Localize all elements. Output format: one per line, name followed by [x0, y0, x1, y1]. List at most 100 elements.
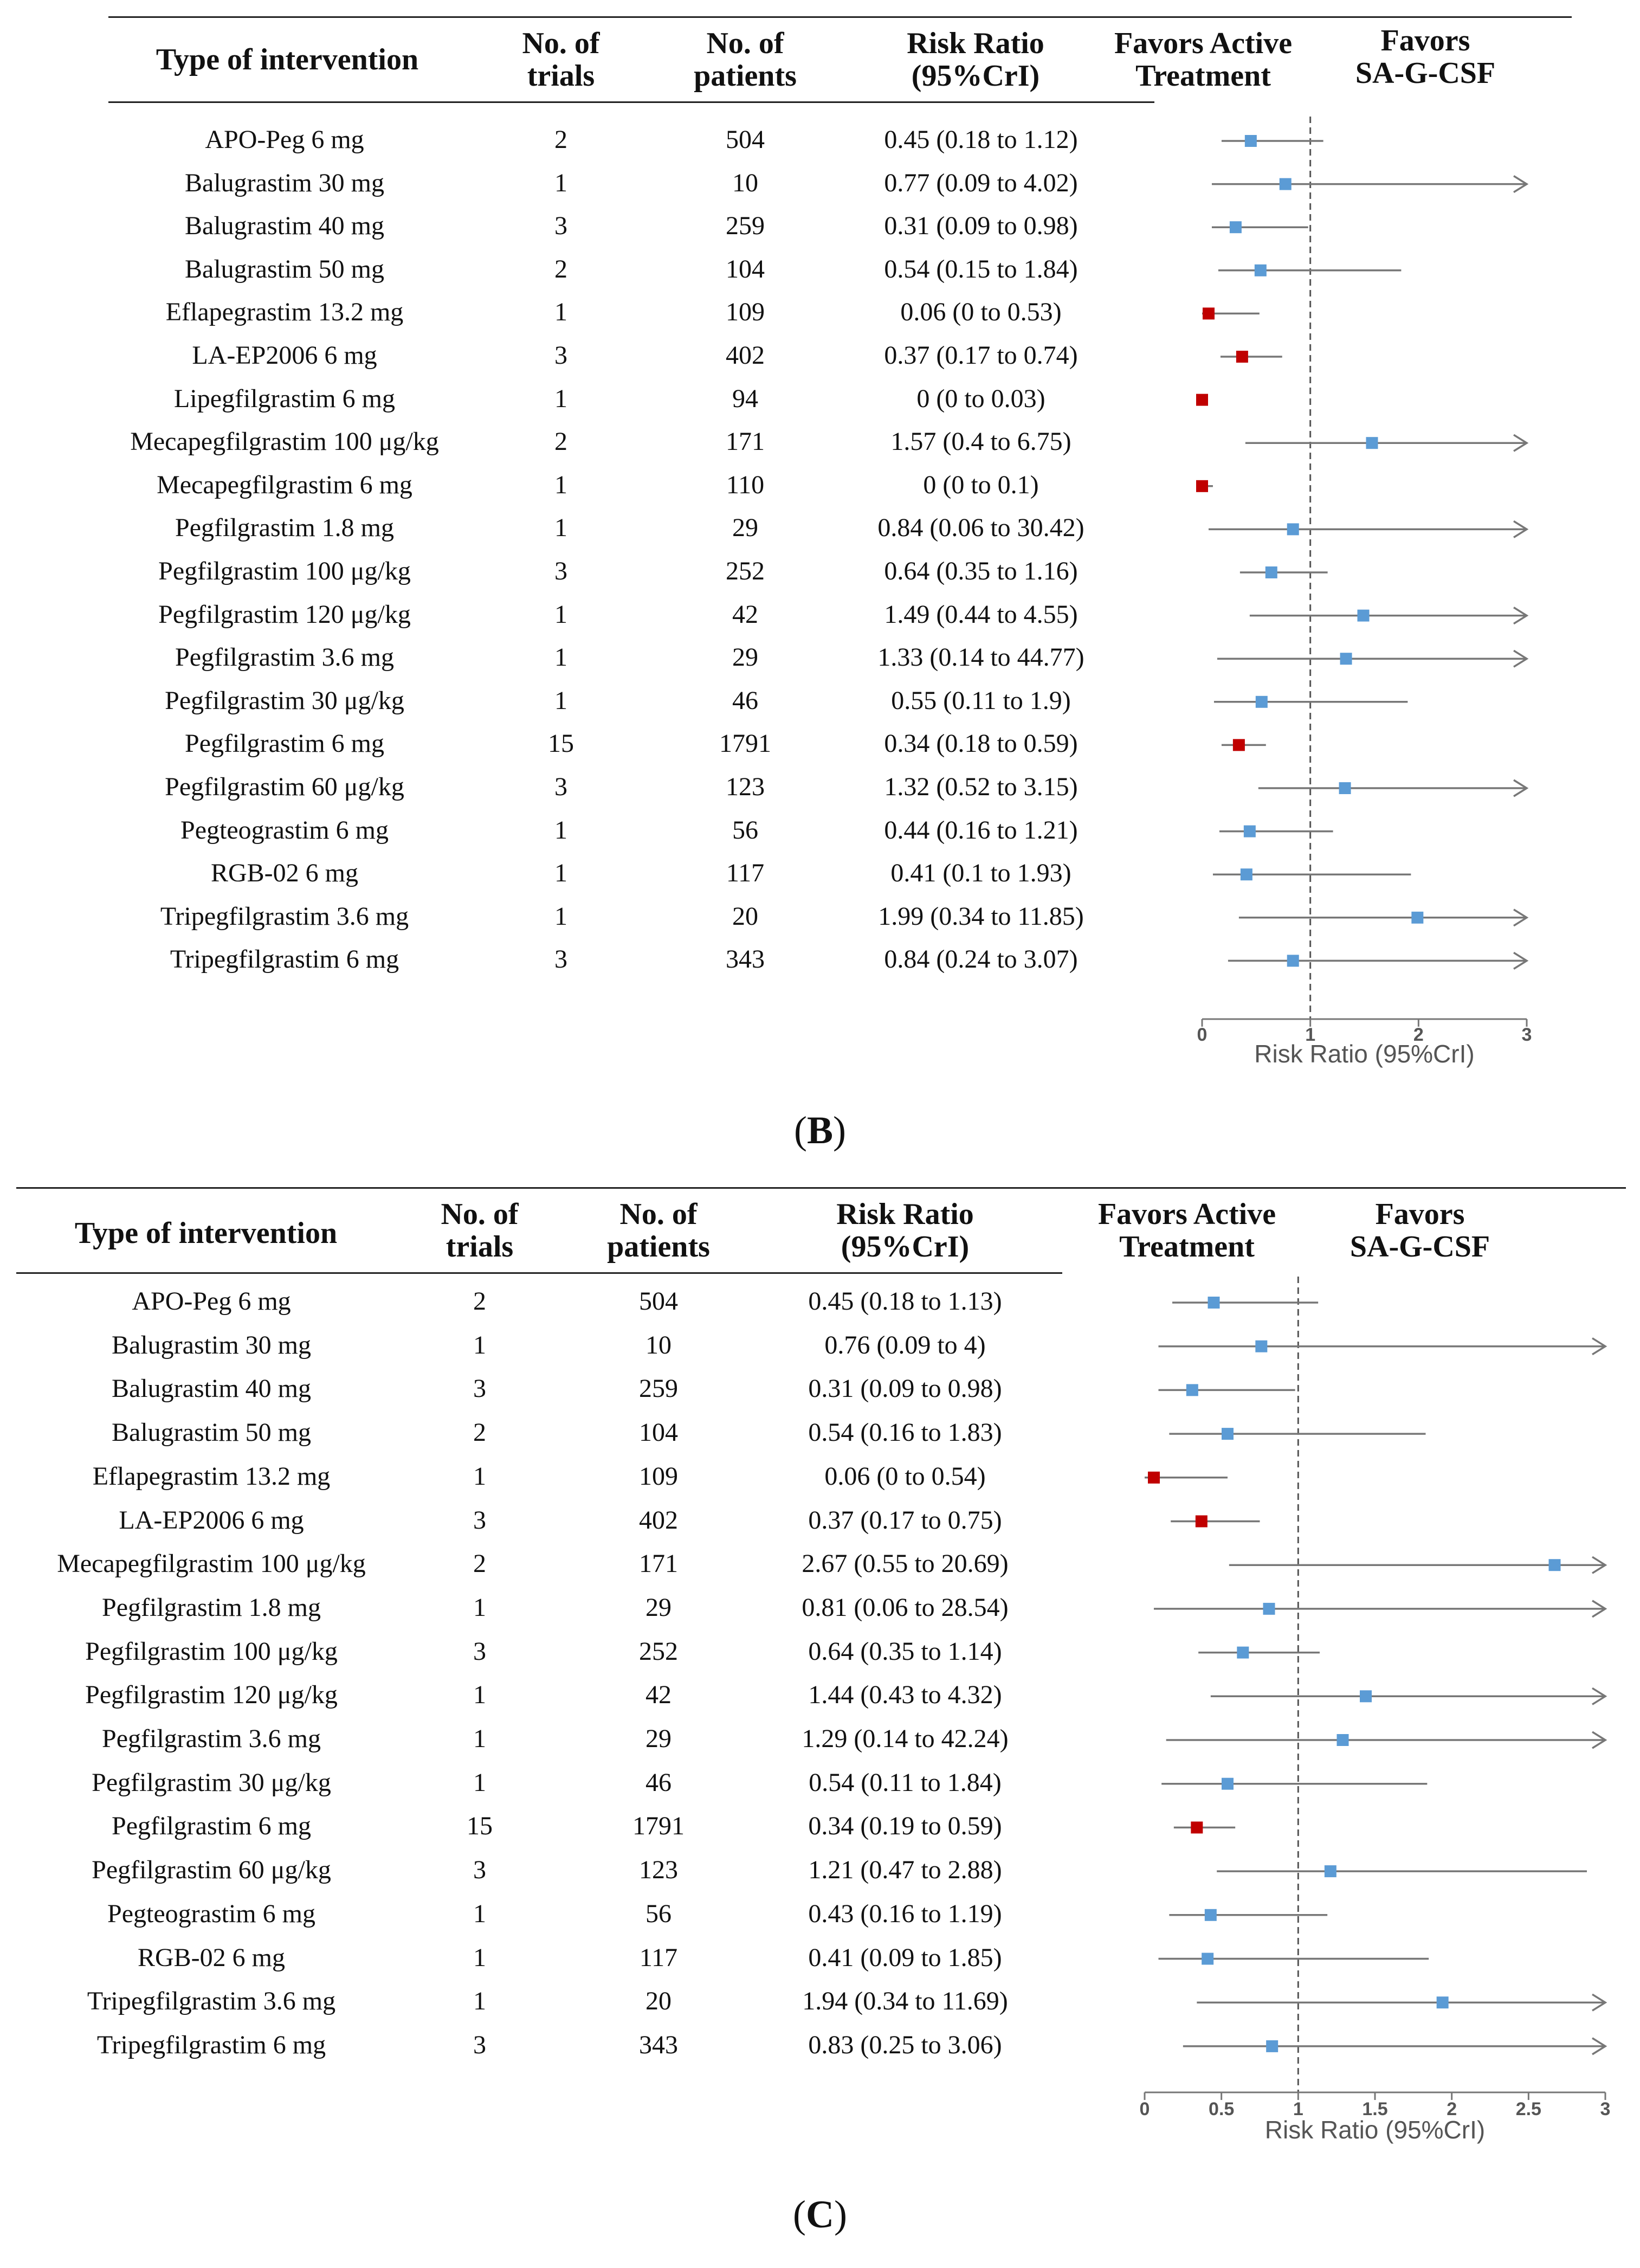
x-tick-label: 1: [1305, 1025, 1315, 1045]
risk-ratio-value: 0.37 (0.17 to 0.74): [884, 341, 1078, 370]
trials-count: 1: [473, 1680, 486, 1710]
point-estimate: [1263, 1602, 1275, 1615]
trials-count: 1: [554, 298, 567, 327]
point-estimate: [1148, 1471, 1160, 1484]
trials-count: 1: [473, 1724, 486, 1753]
intervention-name: Tripegfilgrastim 3.6 mg: [87, 1987, 336, 2016]
x-tick-label: 3: [1522, 1025, 1532, 1045]
header-favors-active: Favors Active Treatment: [1114, 27, 1293, 93]
x-axis-label: Risk Ratio (95%CrI): [1265, 2116, 1485, 2144]
risk-ratio-value: 0.06 (0 to 0.54): [824, 1461, 986, 1491]
header-rule: [108, 101, 1154, 103]
point-estimate: [1324, 1865, 1336, 1878]
intervention-name: Lipegfilgrastim 6 mg: [174, 384, 395, 413]
ci-arrow: [1592, 1687, 1607, 1705]
risk-ratio-value: 0.54 (0.16 to 1.83): [808, 1418, 1002, 1447]
patients-count: 171: [639, 1549, 678, 1578]
forest-plot-b: 0 1 2 3 Risk Ratio (95%CrI): [1196, 117, 1532, 1068]
point-estimate: [1548, 1559, 1561, 1571]
ci-arrow: [1513, 951, 1529, 970]
intervention-name: Pegteograstim 6 mg: [180, 815, 389, 845]
point-estimate: [1191, 1821, 1203, 1834]
risk-ratio-value: 0.84 (0.24 to 3.07): [884, 945, 1078, 974]
trials-count: 15: [548, 729, 574, 758]
point-estimate: [1202, 307, 1215, 320]
trials-count: 3: [554, 211, 567, 241]
point-estimate: [1279, 178, 1292, 190]
risk-ratio-value: 0.41 (0.09 to 1.85): [808, 1943, 1002, 1972]
trials-count: 1: [473, 1987, 486, 2016]
forest-plot-c: 0 0.5 1 1.5 2 2.5 3 Risk Ratio (95%CrI): [1140, 1277, 1610, 2144]
intervention-name: Balugrastim 30 mg: [185, 168, 384, 197]
trials-count: 1: [473, 1461, 486, 1491]
ci-arrow: [1513, 607, 1529, 625]
patients-count: 1791: [632, 1812, 685, 1841]
patients-count: 20: [732, 901, 758, 931]
point-estimate: [1196, 394, 1208, 406]
intervention-name: Pegfilgrastim 6 mg: [185, 729, 384, 758]
point-estimate: [1366, 437, 1378, 449]
trials-count: 3: [554, 945, 567, 974]
point-estimate: [1340, 653, 1352, 665]
x-tick-label: 1.5: [1362, 2099, 1387, 2119]
x-tick-label: 2: [1413, 1025, 1424, 1045]
trials-count: 2: [473, 1287, 486, 1316]
intervention-name: Pegfilgrastim 100 μg/kg: [85, 1636, 338, 1666]
risk-ratio-value: 0.45 (0.18 to 1.13): [808, 1287, 1002, 1316]
trials-count: 1: [554, 168, 567, 197]
patients-count: 504: [639, 1287, 678, 1316]
header-risk-ratio: Risk Ratio (95%CrI): [907, 27, 1044, 93]
trials-count: 1: [473, 1943, 486, 1972]
x-tick-label: 0.5: [1209, 2099, 1234, 2119]
ci-arrow: [1592, 1993, 1607, 2012]
ci-arrow: [1513, 175, 1529, 194]
point-estimate: [1360, 1690, 1372, 1703]
trials-count: 2: [554, 427, 567, 456]
patients-count: 259: [726, 211, 765, 241]
patients-count: 46: [732, 686, 758, 715]
point-estimate: [1254, 264, 1267, 276]
patients-count: 56: [732, 815, 758, 845]
intervention-name: LA-EP2006 6 mg: [192, 341, 377, 370]
patients-count: 46: [645, 1768, 672, 1797]
intervention-name: Eflapegrastim 13.2 mg: [165, 298, 404, 327]
point-estimate: [1186, 1384, 1198, 1396]
x-tick-label: 1: [1293, 2099, 1303, 2119]
header-type: Type of intervention: [156, 43, 419, 76]
risk-ratio-value: 0.37 (0.17 to 0.75): [808, 1505, 1002, 1535]
ci-arrow: [1513, 779, 1529, 797]
point-estimate: [1240, 868, 1252, 881]
intervention-name: Pegfilgrastim 1.8 mg: [175, 513, 394, 543]
risk-ratio-value: 1.94 (0.34 to 11.69): [802, 1987, 1008, 2016]
trials-count: 2: [554, 254, 567, 284]
panel-label: (C): [793, 2193, 847, 2236]
patients-count: 94: [732, 384, 758, 413]
patients-count: 402: [639, 1505, 678, 1535]
risk-ratio-value: 0.43 (0.16 to 1.19): [808, 1899, 1002, 1928]
panel-label: (B): [794, 1109, 846, 1152]
risk-ratio-value: 1.33 (0.14 to 44.77): [877, 643, 1084, 672]
risk-ratio-value: 0.41 (0.1 to 1.93): [890, 859, 1071, 888]
patients-count: 10: [732, 168, 758, 197]
header-favors-active: Favors Active Treatment: [1097, 1197, 1276, 1264]
intervention-name: Pegfilgrastim 1.8 mg: [102, 1593, 321, 1622]
header-trials: No. of trials: [441, 1197, 519, 1264]
x-tick-label: 2.5: [1516, 2099, 1541, 2119]
risk-ratio-value: 1.21 (0.47 to 2.88): [808, 1855, 1002, 1885]
risk-ratio-value: 2.67 (0.55 to 20.69): [802, 1549, 1009, 1578]
risk-ratio-value: 0.06 (0 to 0.53): [900, 298, 1062, 327]
intervention-name: Balugrastim 50 mg: [185, 254, 384, 284]
trials-count: 1: [554, 470, 567, 499]
ci-arrow: [1592, 1556, 1607, 1574]
intervention-name: Balugrastim 50 mg: [112, 1418, 311, 1447]
risk-ratio-value: 0.84 (0.06 to 30.42): [877, 513, 1084, 543]
ci-arrow: [1592, 1600, 1607, 1618]
intervention-name: APO-Peg 6 mg: [205, 125, 364, 154]
trials-count: 3: [473, 1855, 486, 1885]
intervention-name: Pegfilgrastim 30 μg/kg: [165, 686, 404, 715]
intervention-name: Pegfilgrastim 30 μg/kg: [92, 1768, 331, 1797]
trials-count: 1: [473, 1768, 486, 1797]
risk-ratio-value: 1.32 (0.52 to 3.15): [884, 772, 1078, 801]
intervention-name: Pegfilgrastim 120 μg/kg: [85, 1680, 338, 1710]
trials-count: 1: [554, 384, 567, 413]
